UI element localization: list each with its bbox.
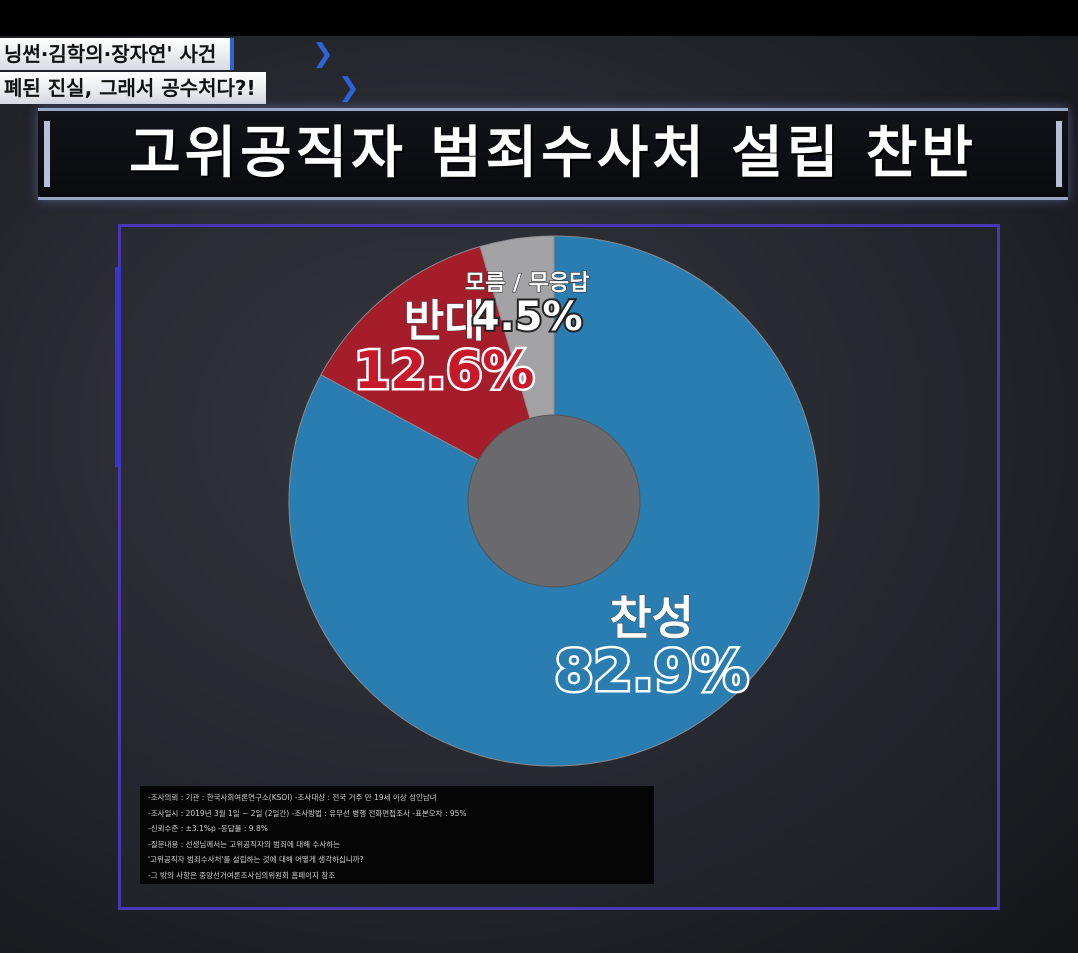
top-black-bar [0, 0, 1078, 36]
chevron-right-icon: ❯ [312, 39, 334, 69]
slice-label-value: 82.9% [554, 639, 748, 704]
survey-notes: -조사의뢰 : 기관 : 한국사회여론연구소(KSOI) -조사대상 : 전국 … [140, 786, 654, 884]
news-tag-line-2: 폐된 진실, 그래서 공수처다?! [0, 72, 266, 104]
slice-label-value: 4.5% [472, 294, 583, 340]
panel-glow [115, 267, 121, 467]
banner-edge-left [44, 121, 50, 187]
news-tag-line-1: 닝썬·김학의·장자연' 사건 [0, 38, 235, 70]
slice-label-name: 반대 [404, 296, 485, 347]
slice-label-name: 모름 / 무응답 [465, 271, 590, 296]
note-line: -그 밖의 사항은 중앙선거여론조사심의위원회 홈페이지 참조 [148, 870, 336, 880]
note-line: -질문내용 : 선생님께서는 고위공직자의 범죄에 대해 수사하는 [148, 839, 341, 849]
note-line: -신뢰수준 : ±3.1%p -응답률 : 9.8% [148, 824, 268, 833]
page-title: 고위공직자 범죄수사처 설립 찬반 [129, 121, 977, 186]
title-banner: 고위공직자 범죄수사처 설립 찬반 [38, 108, 1068, 200]
slice-label-value: 12.6% [354, 341, 534, 401]
donut-center [467, 414, 641, 588]
note-line: -조사의뢰 : 기관 : 한국사회여론연구소(KSOI) -조사대상 : 전국 … [148, 793, 437, 802]
banner-edge-right [1056, 121, 1062, 187]
note-line: '고위공직자 범죄수사처'를 설립하는 것에 대해 어떻게 생각하십니까? [148, 855, 364, 864]
slice-label-name: 찬성 [609, 591, 694, 645]
chevron-right-icon: ❯ [338, 73, 360, 103]
note-line: -조사일시 : 2019년 3월 1일 ~ 2일 (2일간) -조사방법 : 유… [148, 808, 467, 818]
